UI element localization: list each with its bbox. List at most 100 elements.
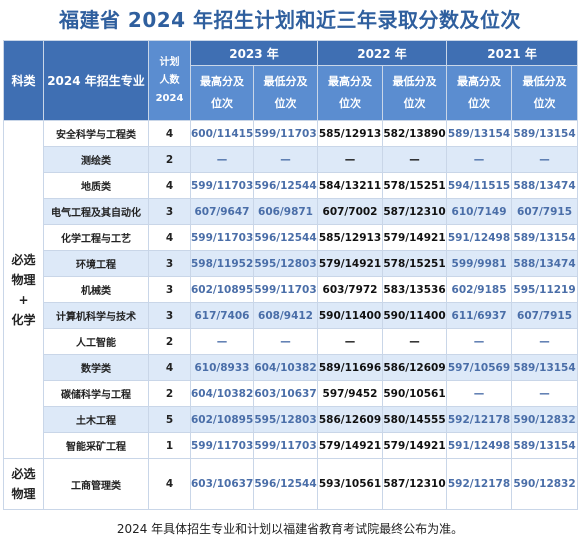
category-line: 物理 (11, 272, 36, 287)
score-cell: 589/11696 (317, 354, 384, 381)
plan-cell: 4 (148, 354, 191, 381)
score-cell: — (190, 328, 254, 355)
category-cell: 必选 物理 (3, 458, 44, 510)
subheader: 最低分及位次 (252, 65, 319, 121)
admission-table: 科类 2024 年招生专业 计划 人数 2024 2023 年 2022 年 2021 年最高… (3, 40, 579, 510)
score-cell: 592/12178 (446, 458, 513, 510)
header-row: 科类 2024 年招生专业 计划 人数 2024 2023 年 2022 年 2021 年 (3, 40, 579, 121)
score-cell: 602/9185 (446, 276, 513, 303)
major-cell: 机械类 (43, 276, 149, 303)
score-cell: 610/7149 (446, 198, 513, 225)
table-row: 碳储科学与工程 2 604/10382 603/10637 597/9452 590/10… (4, 380, 579, 407)
major-cell: 环境工程 (43, 250, 149, 277)
score-cell: 589/13154 (446, 120, 513, 147)
score-cell: 599/9981 (446, 250, 513, 277)
score-cell: 590/11400 (382, 302, 448, 329)
plan-cell: 5 (148, 406, 191, 433)
major-cell: 数学类 (43, 354, 149, 381)
year-header: 2022 年 (317, 40, 448, 66)
title: 福建省 2024 年招生计划和近三年录取分数及位次 (58, 8, 522, 32)
score-cell: 591/12498 (446, 432, 513, 459)
plan-cell: 3 (148, 276, 191, 303)
score-cell: 591/12498 (446, 224, 513, 251)
score-cell: 590/12832 (511, 458, 579, 510)
plan-cell: 4 (148, 120, 191, 147)
score-cell: 607/7915 (511, 198, 579, 225)
score-cell: 617/7406 (190, 302, 254, 329)
table-row: 化学工程与工艺 4 599/11703 596/12544 585/12913 579/1… (4, 224, 579, 251)
score-cell: 580/14555 (382, 406, 448, 433)
score-cell: 596/12544 (252, 172, 319, 199)
score-cell: 603/10637 (190, 458, 254, 510)
score-cell: 587/12310 (382, 198, 448, 225)
major-cell: 计算机科学与技术 (43, 302, 149, 329)
score-cell: 607/7002 (317, 198, 384, 225)
score-cell: 599/11703 (252, 276, 319, 303)
score-cell: 602/10895 (190, 406, 254, 433)
score-cell: 590/11400 (317, 302, 384, 329)
major-cell: 工商管理类 (43, 458, 149, 510)
plan-cell: 4 (148, 458, 191, 510)
year-header: 2021 年 (446, 40, 579, 66)
score-cell: 586/12609 (317, 406, 384, 433)
major-cell: 化学工程与工艺 (43, 224, 149, 251)
category-line: + (18, 292, 29, 307)
score-cell: 595/12803 (252, 250, 319, 277)
score-cell: 606/9871 (252, 198, 319, 225)
score-cell: — (252, 328, 319, 355)
table-row: 人工智能 2— — — — — — (4, 328, 579, 355)
score-cell: 589/13154 (511, 120, 579, 147)
score-cell: 589/13154 (511, 224, 579, 251)
score-cell: 595/12803 (252, 406, 319, 433)
score-cell: — (446, 146, 513, 173)
score-cell: 596/12544 (252, 458, 319, 510)
score-cell: 595/11219 (511, 276, 579, 303)
score-cell: — (511, 328, 579, 355)
score-cell: 604/10382 (252, 354, 319, 381)
plan-cell: 3 (148, 250, 191, 277)
table-row: 电气工程及其自动化 3 607/9647 606/9871 607/7002 587/12… (4, 198, 579, 225)
table-row: 必选 物理 工商管理类 4 603/10637 596/12544 593/10561 587… (3, 458, 579, 510)
score-cell: 594/11515 (446, 172, 513, 199)
score-cell: 607/9647 (190, 198, 254, 225)
score-cell: 596/12544 (252, 224, 319, 251)
score-cell: — (190, 146, 254, 173)
score-cell: 593/10561 (317, 458, 384, 510)
score-cell: 586/12609 (382, 354, 448, 381)
score-cell: 599/11703 (252, 432, 319, 459)
score-cell: 578/15251 (382, 250, 448, 277)
score-cell: 588/13474 (511, 172, 579, 199)
table-row: 计算机科学与技术 3 617/7406 608/9412 590/11400 590/11… (4, 302, 579, 329)
score-cell: — (317, 146, 384, 173)
score-cell: 584/13211 (317, 172, 384, 199)
subheader: 最高分及位次 (317, 65, 384, 121)
score-cell: — (446, 328, 513, 355)
score-cell: 610/8933 (190, 354, 254, 381)
score-cell: 579/14921 (317, 432, 384, 459)
score-cell: 604/10382 (190, 380, 254, 407)
header-row: 最高分及位次 最低分及位次 最高分及位次 最低分及位次 最高分及位次 最低分及位次 (4, 65, 579, 121)
plan-cell: 2 (148, 146, 191, 173)
score-cell: 578/15251 (382, 172, 448, 199)
score-cell: 597/10569 (446, 354, 513, 381)
score-cell: 603/10637 (252, 380, 319, 407)
score-cell: 579/14921 (382, 432, 448, 459)
category-cell: 必选 物理 + 化学 (3, 120, 44, 459)
table-row: 机械类 3 602/10895 599/11703 603/7972 583/13536 6… (4, 276, 579, 303)
table-row: 智能采矿工程 1 599/11703 599/11703 579/14921 579/14… (4, 432, 579, 459)
major-cell: 智能采矿工程 (43, 432, 149, 459)
year-header: 2023 年 (189, 40, 319, 66)
score-cell: 583/13536 (382, 276, 448, 303)
major-cell: 电气工程及其自动化 (43, 198, 149, 225)
score-cell: 585/12913 (317, 224, 384, 251)
header-line: 2024 (155, 92, 184, 104)
plan-cell: 4 (148, 172, 191, 199)
table-row: 必选 物理 + 化学 安全科学与工程类 4 600/11415 599/11703 585/12… (3, 120, 579, 459)
score-cell: 611/6937 (446, 302, 513, 329)
plan-cell: 1 (148, 432, 191, 459)
plan-cell: 3 (148, 302, 191, 329)
score-cell: 592/12178 (446, 406, 513, 433)
plan-cell: 2 (148, 380, 191, 407)
table-row: 数学类 4 610/8933 604/10382 589/11696 586/12609 5… (4, 354, 579, 381)
